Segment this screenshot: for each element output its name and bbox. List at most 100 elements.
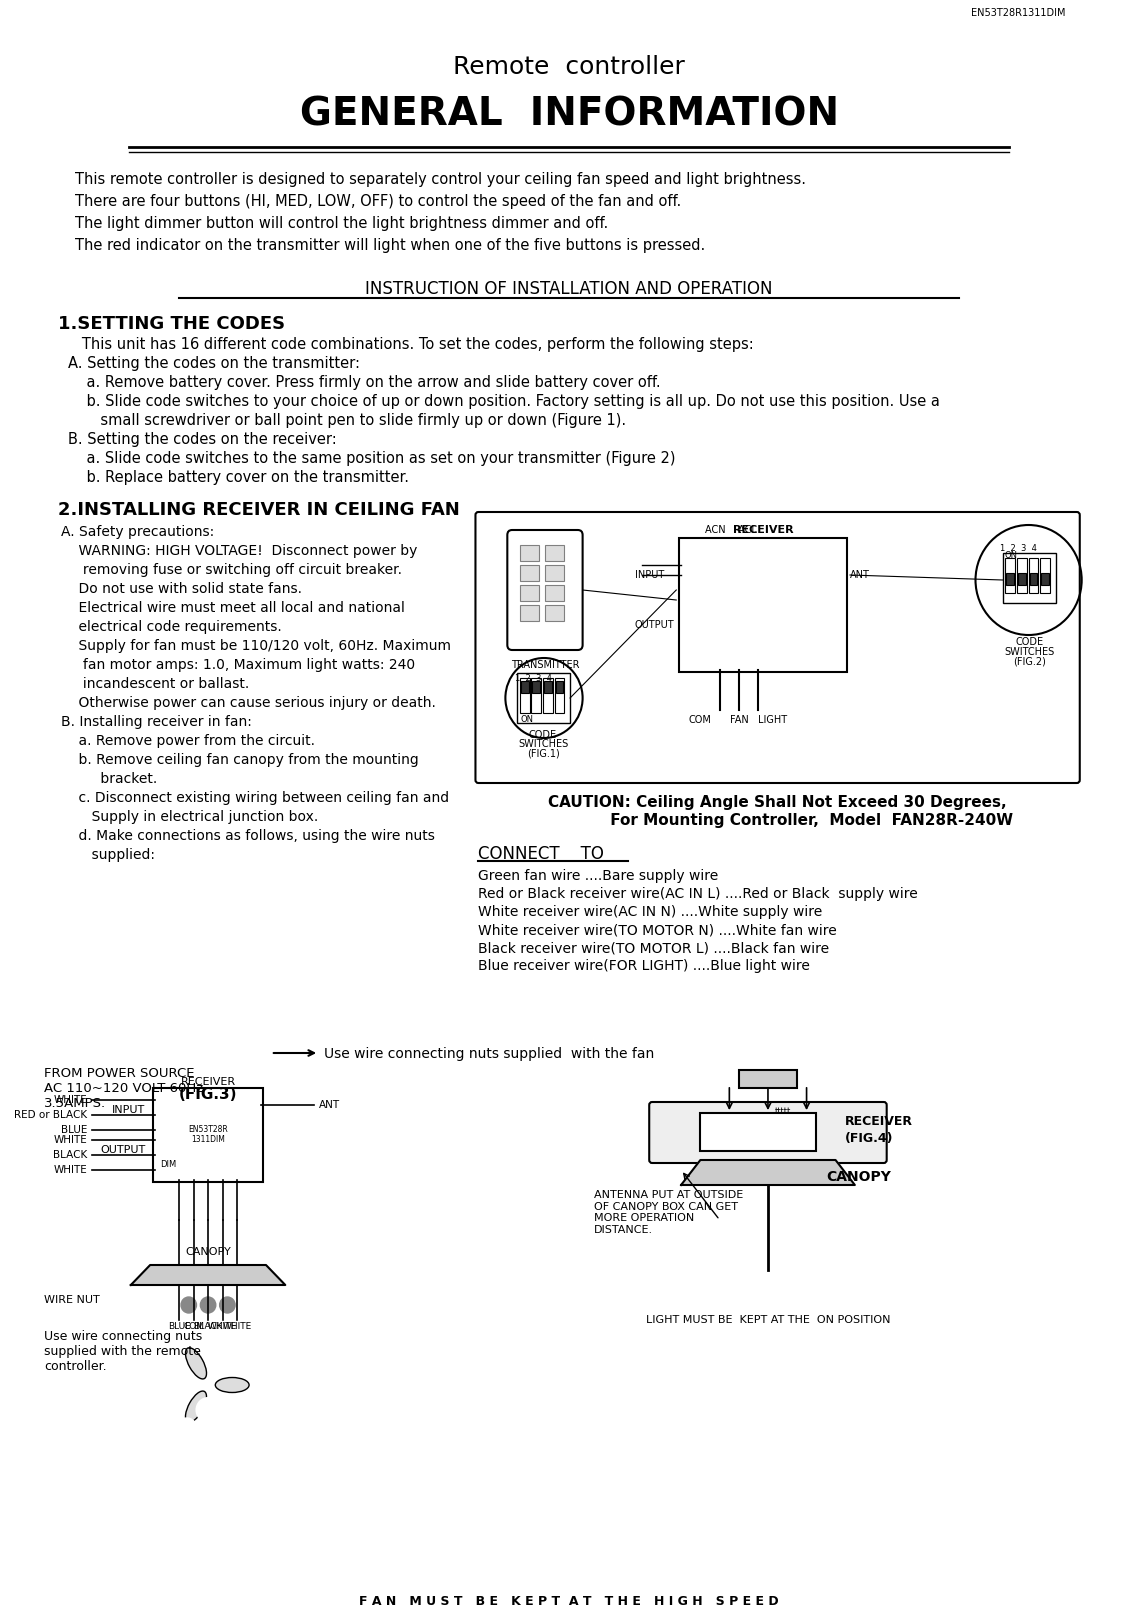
Bar — [520, 678, 529, 712]
Text: b. Slide code switches to your choice of up or down position. Factory setting is: b. Slide code switches to your choice of… — [68, 394, 940, 409]
Text: FAN: FAN — [730, 716, 748, 725]
Text: CAUTION: Ceiling Angle Shall Not Exceed 30 Degrees,: CAUTION: Ceiling Angle Shall Not Exceed … — [549, 795, 1007, 810]
Text: CODE: CODE — [529, 730, 557, 740]
Text: INPUT: INPUT — [113, 1105, 146, 1115]
Bar — [1030, 573, 1038, 584]
Text: (FIG.4): (FIG.4) — [845, 1131, 893, 1144]
Text: WHITE: WHITE — [223, 1323, 251, 1331]
Bar — [520, 565, 540, 581]
Text: White receiver wire(AC IN N) ....White supply wire: White receiver wire(AC IN N) ....White s… — [479, 906, 823, 919]
Text: removing fuse or switching off circuit breaker.: removing fuse or switching off circuit b… — [61, 563, 402, 578]
Text: supplied:: supplied: — [61, 847, 155, 862]
Text: BLUE: BLUE — [61, 1125, 87, 1134]
Bar — [1029, 558, 1038, 592]
Bar — [521, 682, 528, 693]
Bar — [545, 565, 565, 581]
Circle shape — [181, 1297, 196, 1313]
Text: Electrical wire must meet all local and national: Electrical wire must meet all local and … — [61, 601, 405, 615]
Ellipse shape — [186, 1391, 207, 1422]
Text: Otherwise power can cause serious injury or death.: Otherwise power can cause serious injury… — [61, 696, 436, 709]
Bar — [1018, 573, 1025, 584]
Text: WHITE: WHITE — [208, 1323, 238, 1331]
Text: LIGHT MUST BE  KEPT AT THE  ON POSITION: LIGHT MUST BE KEPT AT THE ON POSITION — [645, 1315, 890, 1324]
Circle shape — [219, 1419, 239, 1438]
Text: 2.INSTALLING RECEIVER IN CEILING FAN: 2.INSTALLING RECEIVER IN CEILING FAN — [59, 502, 460, 519]
Text: d. Make connections as follows, using the wire nuts: d. Make connections as follows, using th… — [61, 829, 435, 842]
Text: (FIG.2): (FIG.2) — [1014, 657, 1046, 667]
Bar — [1017, 558, 1026, 592]
Text: FROM POWER SOURCE
AC 110~120 VOLT 60Hz
3.5AMPS.: FROM POWER SOURCE AC 110~120 VOLT 60Hz 3… — [44, 1066, 203, 1110]
Text: GENERAL  INFORMATION: GENERAL INFORMATION — [300, 96, 839, 133]
Text: DIM: DIM — [160, 1160, 176, 1169]
Bar — [543, 678, 552, 712]
Text: Red or Black receiver wire(AC IN L) ....Red or Black  supply wire: Red or Black receiver wire(AC IN L) ....… — [479, 888, 918, 901]
Text: SWITCHES: SWITCHES — [518, 738, 568, 748]
Text: Use wire connecting nuts
supplied with the remote
controller.: Use wire connecting nuts supplied with t… — [44, 1329, 202, 1373]
Text: b. Replace battery cover on the transmitter.: b. Replace battery cover on the transmit… — [68, 471, 409, 485]
Ellipse shape — [216, 1378, 249, 1393]
Bar — [700, 1113, 816, 1151]
Text: B. Installing receiver in fan:: B. Installing receiver in fan: — [61, 716, 253, 729]
Text: CANOPY: CANOPY — [185, 1246, 231, 1256]
Text: A. Setting the codes on the transmitter:: A. Setting the codes on the transmitter: — [68, 355, 360, 372]
Circle shape — [759, 1289, 777, 1308]
Text: OUTPUT: OUTPUT — [635, 620, 674, 630]
Text: Supply in electrical junction box.: Supply in electrical junction box. — [61, 810, 319, 824]
Bar — [520, 605, 540, 622]
Circle shape — [191, 1367, 225, 1402]
Bar — [1006, 558, 1015, 592]
Bar — [1041, 573, 1049, 584]
Text: RECEIVER: RECEIVER — [732, 524, 793, 536]
Text: For Mounting Controller,  Model  FAN28R-240W: For Mounting Controller, Model FAN28R-24… — [542, 813, 1014, 828]
Text: A. Safety precautions:: A. Safety precautions: — [61, 524, 215, 539]
FancyBboxPatch shape — [680, 537, 847, 672]
Polygon shape — [681, 1160, 855, 1185]
Bar — [533, 682, 541, 693]
Text: F A N   M U S T   B E   K E P T  A T   T H E   H I G H   S P E E D: F A N M U S T B E K E P T A T T H E H I … — [359, 1595, 778, 1608]
Text: RED or BLACK: RED or BLACK — [14, 1110, 87, 1120]
Bar — [545, 545, 565, 562]
Text: INPUT: INPUT — [635, 570, 664, 579]
Bar — [544, 682, 552, 693]
Text: ttttt: ttttt — [774, 1107, 791, 1117]
Text: ANT: ANT — [850, 570, 870, 579]
Text: BLUE: BLUE — [168, 1323, 191, 1331]
Text: OUTPUT: OUTPUT — [100, 1144, 146, 1156]
Text: BLACK: BLACK — [193, 1323, 223, 1331]
Text: Black receiver wire(TO MOTOR L) ....Black fan wire: Black receiver wire(TO MOTOR L) ....Blac… — [479, 941, 830, 954]
Bar — [739, 1070, 797, 1087]
Text: (FIG.1): (FIG.1) — [527, 748, 559, 758]
Text: The red indicator on the transmitter will light when one of the five buttons is : The red indicator on the transmitter wil… — [75, 239, 705, 253]
Text: This remote controller is designed to separately control your ceiling fan speed : This remote controller is designed to se… — [75, 172, 806, 187]
Text: small screwdriver or ball point pen to slide firmly up or down (Figure 1).: small screwdriver or ball point pen to s… — [68, 412, 626, 428]
Circle shape — [219, 1297, 235, 1313]
Bar — [1040, 558, 1049, 592]
Text: ANT: ANT — [319, 1100, 340, 1110]
Text: This unit has 16 different code combinations. To set the codes, perform the foll: This unit has 16 different code combinat… — [68, 338, 754, 352]
Circle shape — [196, 1397, 219, 1422]
Text: EN53T28R1311DIM: EN53T28R1311DIM — [971, 8, 1065, 18]
Bar — [556, 682, 564, 693]
Text: EN53T28R
1311DIM: EN53T28R 1311DIM — [188, 1125, 228, 1144]
Text: COM: COM — [689, 716, 712, 725]
Bar — [520, 545, 540, 562]
Circle shape — [199, 1419, 218, 1438]
Text: b. Remove ceiling fan canopy from the mounting: b. Remove ceiling fan canopy from the mo… — [61, 753, 419, 768]
Text: ON: ON — [521, 716, 534, 724]
Text: There are four buttons (HI, MED, LOW, OFF) to control the speed of the fan and o: There are four buttons (HI, MED, LOW, OF… — [75, 195, 681, 209]
FancyBboxPatch shape — [650, 1102, 886, 1164]
Text: incandescent or ballast.: incandescent or ballast. — [61, 677, 249, 691]
Text: WHITE: WHITE — [54, 1165, 87, 1175]
Bar — [1007, 573, 1014, 584]
Text: 1  2  3  4: 1 2 3 4 — [515, 674, 552, 683]
Text: a. Remove battery cover. Press firmly on the arrow and slide battery cover off.: a. Remove battery cover. Press firmly on… — [68, 375, 661, 390]
Circle shape — [777, 1289, 797, 1308]
Text: ANTENNA PUT AT OUTSIDE
OF CANOPY BOX CAN GET
MORE OPERATION
DISTANCE.: ANTENNA PUT AT OUTSIDE OF CANOPY BOX CAN… — [595, 1190, 744, 1235]
Bar — [1002, 553, 1056, 604]
Text: electrical code requirements.: electrical code requirements. — [61, 620, 282, 635]
Text: a. Slide code switches to the same position as set on your transmitter (Figure 2: a. Slide code switches to the same posit… — [68, 451, 675, 466]
Bar — [532, 678, 541, 712]
Text: WHITE: WHITE — [54, 1096, 87, 1105]
Text: BLACK: BLACK — [53, 1151, 87, 1160]
Text: c. Disconnect existing wiring between ceiling fan and: c. Disconnect existing wiring between ce… — [61, 790, 450, 805]
